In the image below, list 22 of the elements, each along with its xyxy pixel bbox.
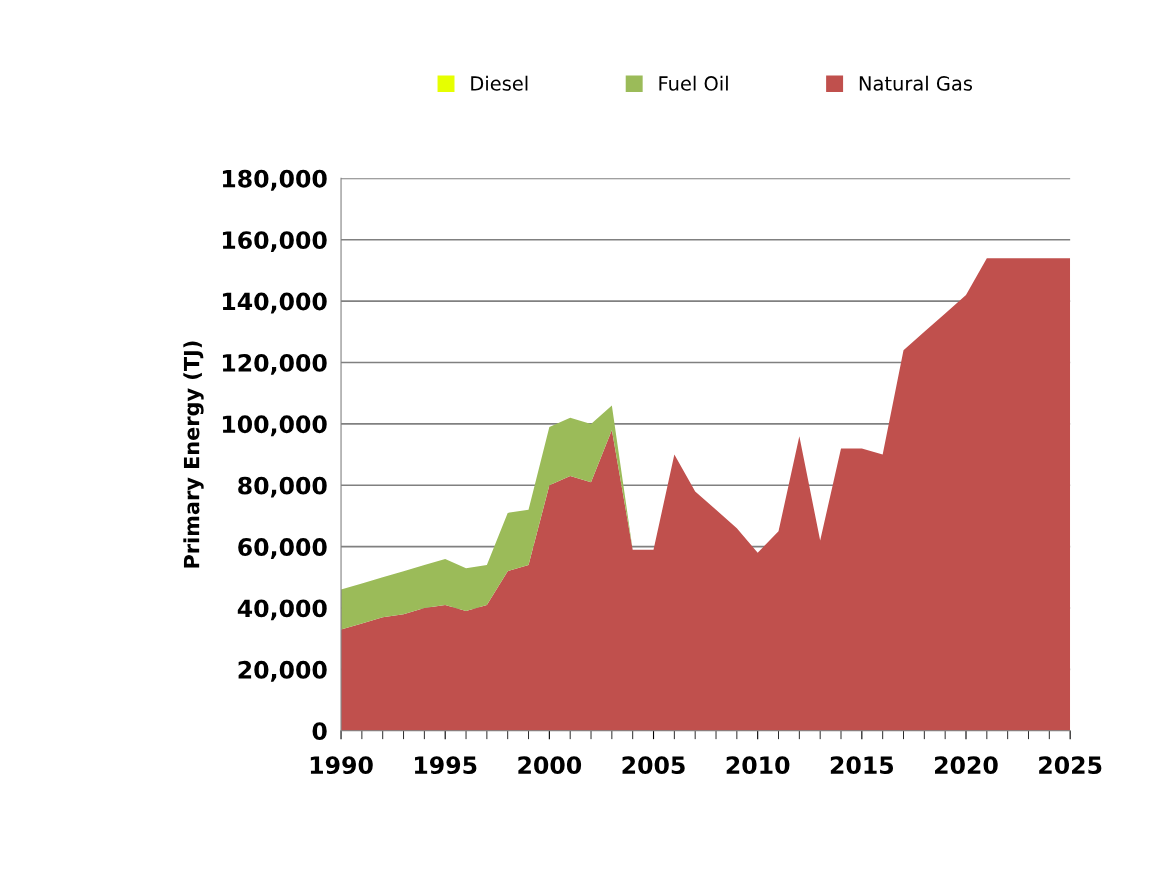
- x-tick-label: 2005: [622, 756, 685, 775]
- x-tick-label: 2000: [518, 756, 582, 775]
- legend-label: Diesel: [471, 75, 528, 91]
- x-tick-label: 2020: [935, 756, 998, 775]
- y-tick-label: 120,000: [222, 353, 327, 375]
- legend-label: Fuel Oil: [659, 75, 728, 91]
- x-tick-label: 2025: [1039, 756, 1102, 775]
- y-axis-title: Primary Energy (TJ): [183, 341, 204, 568]
- x-tick-label: 1995: [415, 756, 477, 775]
- legend-label: Natural Gas: [859, 75, 973, 91]
- y-tick-label: 140,000: [222, 292, 327, 314]
- y-tick-label: 100,000: [222, 415, 327, 437]
- x-tick-label: 2015: [830, 756, 894, 775]
- x-tick-label: 2010: [726, 756, 790, 775]
- y-tick-label: 40,000: [237, 599, 327, 621]
- y-tick-label: 60,000: [238, 538, 327, 559]
- y-tick-label: 0: [312, 722, 327, 741]
- y-tick-label: 20,000: [238, 660, 327, 682]
- x-tick-label: 1990: [310, 756, 373, 775]
- y-tick-label: 180,000: [222, 169, 327, 191]
- y-tick-label: 80,000: [238, 476, 327, 498]
- y-tick-label: 160,000: [222, 231, 327, 253]
